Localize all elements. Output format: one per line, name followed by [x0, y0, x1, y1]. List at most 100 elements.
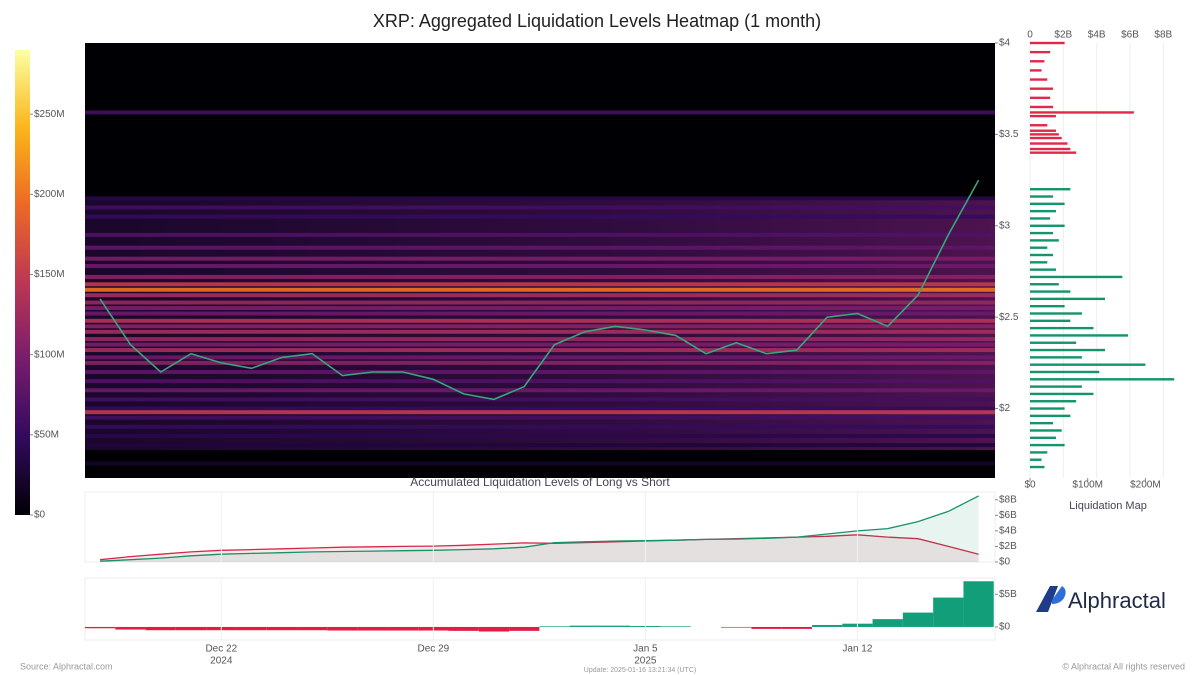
liquidation-level	[85, 324, 995, 329]
liquidation-bar	[1030, 341, 1077, 344]
chart-title: XRP: Aggregated Liquidation Levels Heatm…	[373, 11, 821, 31]
x-tick-label: $200M	[1130, 480, 1161, 491]
liquidation-bar	[1030, 151, 1077, 154]
top-tick-label: $6B	[1121, 30, 1139, 41]
liquidation-bar	[1030, 50, 1051, 54]
liquidation-level	[85, 287, 995, 292]
liquidation-level	[85, 293, 995, 298]
series-area	[100, 495, 979, 562]
y-tick-label: $8B	[999, 494, 1017, 505]
x-tick-label: Dec 29	[418, 644, 450, 655]
liquidation-level	[85, 415, 995, 420]
liquidation-bar	[1030, 436, 1056, 439]
liquidation-bar	[1030, 421, 1054, 425]
colorbar	[15, 50, 30, 515]
source: Source: Alphractal.com	[20, 661, 113, 671]
difference-bar	[448, 626, 479, 631]
liquidation-bar	[1030, 105, 1054, 109]
liquidation-level	[85, 232, 995, 237]
liquidation-bar	[1030, 202, 1065, 206]
liquidation-bar	[1030, 275, 1123, 279]
liquidation-level	[85, 300, 995, 305]
liquidation-level	[85, 245, 995, 250]
liquidation-level	[85, 329, 995, 334]
price-line	[99, 179, 980, 401]
liquidation-level	[85, 379, 995, 384]
liquidation-level	[85, 388, 995, 393]
y-tick-label: $5B	[999, 589, 1017, 600]
difference-bar	[115, 626, 146, 630]
colorbar-tick-label: $50M	[34, 429, 59, 440]
liquidation-level	[85, 205, 995, 210]
liquidation-bar	[1030, 443, 1065, 447]
liquidation-bar	[1030, 124, 1048, 127]
y-tick-label: $3.5	[999, 129, 1019, 140]
liquidation-level	[85, 282, 995, 287]
liquidation-level	[85, 274, 995, 279]
liquidation-level	[85, 263, 995, 268]
difference-bar	[660, 626, 691, 627]
liquidation-level	[85, 410, 995, 415]
y-tick-label: $2.5	[999, 312, 1019, 323]
liquidation-bar	[1030, 253, 1054, 257]
x-tick-label: Jan 5	[633, 644, 658, 655]
y-tick-label: $2	[999, 403, 1011, 414]
difference-bar	[327, 626, 358, 631]
liquidation-bar	[1030, 378, 1175, 381]
liquidation-bar	[1030, 326, 1094, 330]
liquidation-level	[85, 306, 995, 311]
x-tick-label: Dec 22	[205, 644, 237, 655]
difference-bar	[902, 612, 934, 627]
y-tick-label: $4	[999, 38, 1011, 49]
x-tick-label: $0	[1024, 480, 1036, 491]
difference-bar	[539, 626, 570, 627]
brand: Alphractal	[1068, 588, 1166, 613]
copyright: © Alphractal All rights reserved	[1062, 661, 1185, 671]
difference-bar	[478, 626, 510, 632]
accumulated-title: Accumulated Liquidation Levels of Long v…	[410, 475, 670, 489]
colorbar-tick-label: $150M	[34, 269, 65, 280]
difference-bar	[569, 625, 600, 627]
difference-bar	[266, 626, 298, 631]
top-tick-label: $2B	[1054, 30, 1072, 41]
liquidation-bar	[1030, 239, 1059, 242]
liquidation-bar	[1030, 297, 1105, 301]
liquidation-bar	[1030, 224, 1065, 227]
liquidation-bar	[1030, 312, 1082, 315]
liquidation-level	[85, 318, 995, 323]
liquidation-bar	[1030, 407, 1065, 410]
y-tick-label: $6B	[999, 510, 1017, 521]
liquidation-bar	[1030, 78, 1048, 81]
series-line	[100, 534, 979, 561]
liquidation-bar	[1030, 348, 1105, 352]
difference-bar	[933, 597, 964, 627]
liquidation-bar	[1030, 319, 1071, 323]
liquidation-bar	[1030, 370, 1100, 374]
colorbar-tick-label: $100M	[34, 349, 65, 360]
difference-bar	[236, 626, 267, 631]
liquidation-level	[85, 369, 995, 374]
liquidation-bar	[1030, 217, 1051, 220]
liquidation-level	[85, 342, 995, 347]
colorbar-tick-label: $250M	[34, 109, 65, 120]
liquidation-bar	[1030, 87, 1054, 90]
difference-bar	[175, 626, 207, 631]
liquidation-level	[85, 348, 995, 353]
liquidation-bar	[1030, 246, 1048, 249]
y-tick-label: $0	[999, 557, 1011, 568]
y-tick-label: $4B	[999, 526, 1017, 537]
difference-bar	[781, 626, 812, 629]
liquidation-level	[85, 214, 995, 219]
x-tick-year: 2025	[634, 656, 657, 667]
liquidation-level	[85, 360, 995, 365]
difference-bar	[145, 626, 176, 631]
liquidation-level	[85, 311, 995, 316]
series-area	[100, 534, 979, 562]
difference-bar	[751, 626, 782, 629]
x-tick-year: 2024	[210, 656, 233, 667]
liquidation-bar	[1030, 60, 1045, 63]
x-tick-label: Jan 12	[842, 644, 872, 655]
liquidation-map-title: Liquidation Map	[1069, 500, 1147, 512]
liquidation-level	[85, 355, 995, 360]
